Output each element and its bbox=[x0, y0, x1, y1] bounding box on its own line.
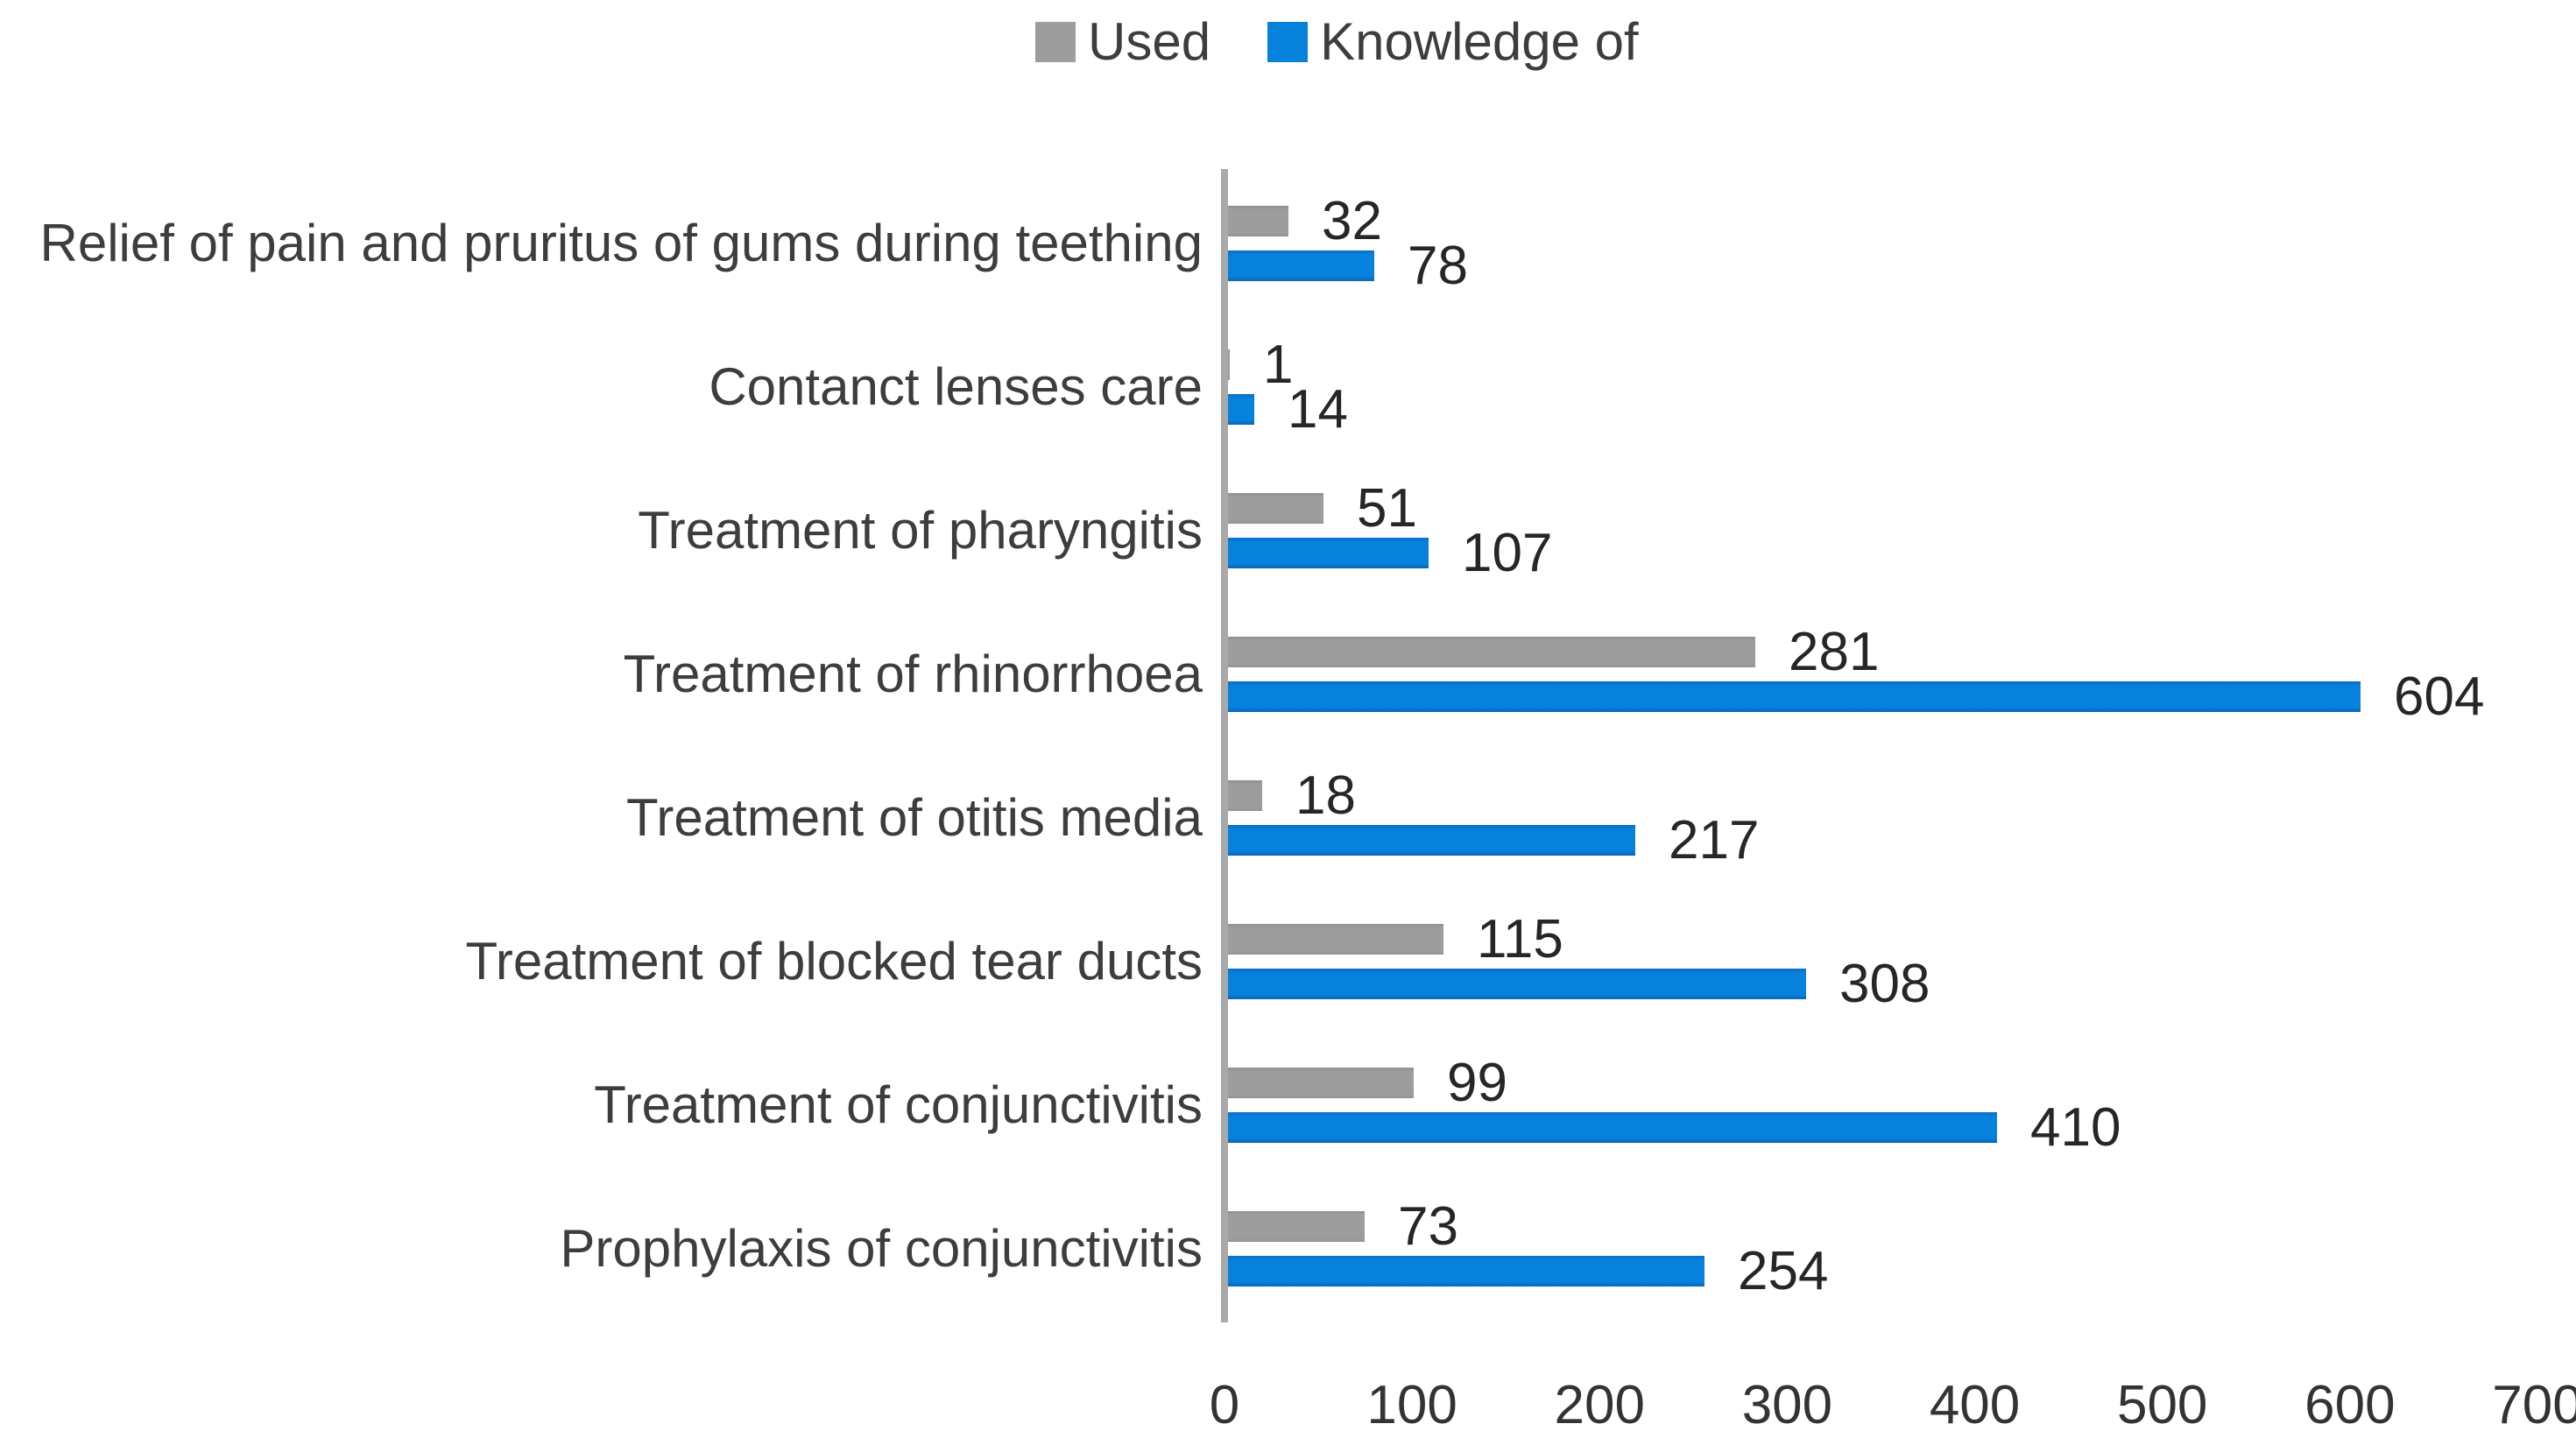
bar-used bbox=[1228, 493, 1323, 524]
legend-label-used: Used bbox=[1088, 12, 1211, 71]
legend-swatch-knowledge-icon bbox=[1267, 22, 1309, 62]
x-axis-tick-label: 100 bbox=[1366, 1375, 1457, 1435]
bar-used bbox=[1228, 206, 1288, 236]
category-label: Treatment of rhinorrhoea bbox=[623, 645, 1203, 703]
value-label-used: 32 bbox=[1322, 190, 1382, 251]
category-label: Treatment of conjunctivitis bbox=[594, 1075, 1203, 1134]
x-axis-tick-label: 400 bbox=[1929, 1375, 2021, 1435]
bar-knowledge bbox=[1228, 538, 1429, 568]
value-label-knowledge: 604 bbox=[2394, 666, 2485, 727]
category-label: Treatment of otitis media bbox=[625, 788, 1203, 847]
x-axis-tick-label: 600 bbox=[2304, 1375, 2396, 1435]
category-label: Prophylaxis of conjunctivitis bbox=[560, 1219, 1203, 1278]
value-label-used: 73 bbox=[1398, 1195, 1458, 1257]
y-axis-line bbox=[1221, 169, 1228, 1322]
value-label-knowledge: 308 bbox=[1839, 953, 1930, 1014]
value-label-used: 1 bbox=[1263, 334, 1294, 395]
bar-used bbox=[1228, 1211, 1365, 1242]
category-label: Contanct lenses care bbox=[709, 357, 1203, 416]
value-label-knowledge: 217 bbox=[1669, 809, 1760, 871]
legend-item-used: Used bbox=[1035, 14, 1210, 70]
x-axis-tick-label: 0 bbox=[1209, 1375, 1240, 1435]
bar-knowledge bbox=[1228, 394, 1254, 425]
x-axis-tick-label: 200 bbox=[1554, 1375, 1645, 1435]
category-label: Treatment of blocked tear ducts bbox=[465, 932, 1203, 990]
value-label-knowledge: 14 bbox=[1288, 378, 1348, 440]
bar-used bbox=[1228, 349, 1230, 380]
bar-knowledge bbox=[1228, 825, 1635, 856]
bar-used bbox=[1228, 637, 1755, 667]
value-label-knowledge: 254 bbox=[1738, 1240, 1829, 1301]
chart-legend: Used Knowledge of bbox=[1035, 14, 1639, 70]
value-label-used: 18 bbox=[1295, 765, 1356, 826]
bar-used bbox=[1228, 780, 1262, 811]
category-label: Treatment of pharyngitis bbox=[638, 501, 1203, 560]
x-axis-tick-label: 300 bbox=[1741, 1375, 1833, 1435]
bar-used bbox=[1228, 924, 1443, 955]
value-label-used: 99 bbox=[1447, 1052, 1507, 1113]
bar-knowledge bbox=[1228, 1112, 1997, 1143]
value-label-used: 281 bbox=[1789, 621, 1880, 682]
x-axis-tick-label: 700 bbox=[2492, 1375, 2576, 1435]
value-label-knowledge: 107 bbox=[1462, 522, 1553, 583]
bar-used bbox=[1228, 1068, 1414, 1098]
legend-item-knowledge: Knowledge of bbox=[1267, 14, 1639, 70]
category-label: Relief of pain and pruritus of gums duri… bbox=[39, 214, 1203, 272]
value-label-used: 51 bbox=[1357, 477, 1417, 539]
value-label-used: 115 bbox=[1477, 908, 1563, 969]
bar-knowledge bbox=[1228, 681, 2361, 712]
legend-label-knowledge: Knowledge of bbox=[1320, 12, 1639, 71]
legend-swatch-used-icon bbox=[1035, 22, 1076, 62]
value-label-knowledge: 410 bbox=[2030, 1096, 2121, 1158]
bar-knowledge bbox=[1228, 250, 1374, 281]
value-label-knowledge: 78 bbox=[1408, 235, 1468, 296]
bar-knowledge bbox=[1228, 1256, 1704, 1286]
bar-knowledge bbox=[1228, 969, 1806, 999]
x-axis-tick-label: 500 bbox=[2116, 1375, 2208, 1435]
